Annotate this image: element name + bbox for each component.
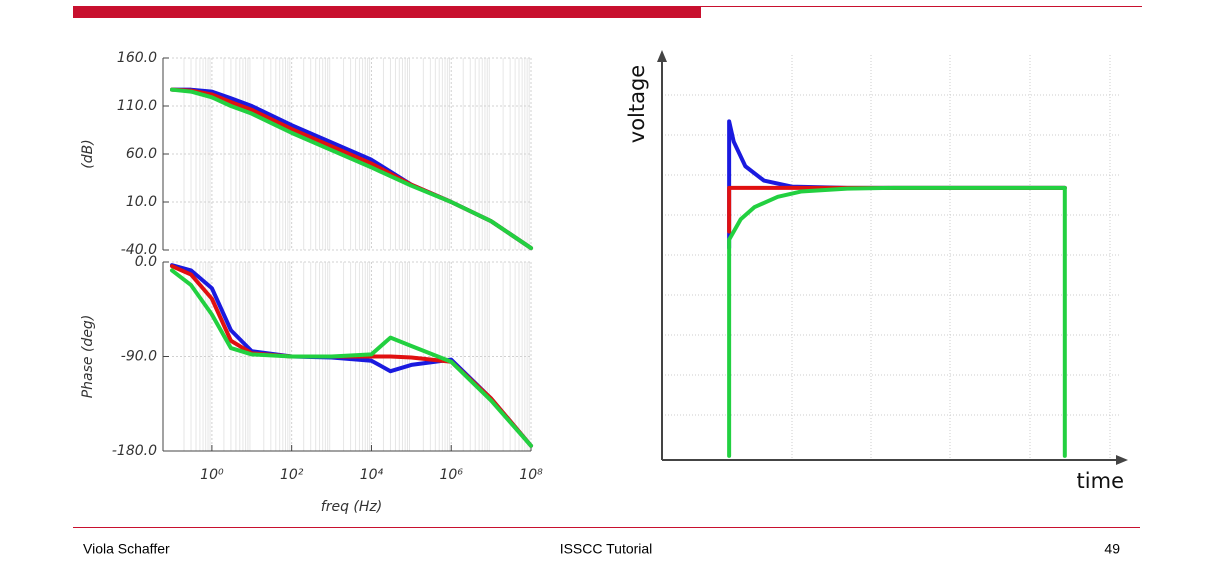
series-line [170, 87, 533, 251]
header-bar [73, 6, 701, 18]
series-line [170, 268, 533, 448]
step-grid [662, 55, 1120, 460]
x-tick-label: 10² [280, 467, 304, 483]
y-tick-label: -40.0 [121, 242, 157, 258]
y-tick-label: 160.0 [117, 50, 157, 66]
y-tick-label: -90.0 [121, 349, 157, 365]
footer-author: Viola Schaffer [83, 541, 170, 557]
y-axis-label: Phase (deg) [80, 315, 96, 399]
footer-event: ISSCC Tutorial [560, 541, 653, 557]
x-tick-label: 10⁶ [440, 467, 464, 483]
y-axis-label: voltage [625, 65, 649, 143]
page-number: 49 [1104, 541, 1120, 557]
x-axis-label: freq (Hz) [321, 499, 382, 515]
series-line [170, 87, 533, 251]
series-line [170, 87, 533, 251]
y-tick-label: 0.0 [135, 254, 157, 270]
x-axis-label: time [1077, 469, 1124, 493]
x-tick-label: 10⁸ [519, 467, 543, 483]
y-tick-label: -180.0 [112, 443, 157, 459]
series-line [727, 119, 1067, 250]
series-line [727, 185, 1067, 458]
y-tick-label: 110.0 [117, 98, 157, 114]
y-tick-label: 60.0 [126, 146, 157, 162]
x-tick-label: 10⁴ [360, 467, 384, 483]
y-axis-label: (dB) [80, 139, 96, 168]
x-tick-label: 10⁰ [200, 467, 224, 483]
step-axes [657, 50, 1128, 465]
y-tick-label: 10.0 [126, 194, 157, 210]
